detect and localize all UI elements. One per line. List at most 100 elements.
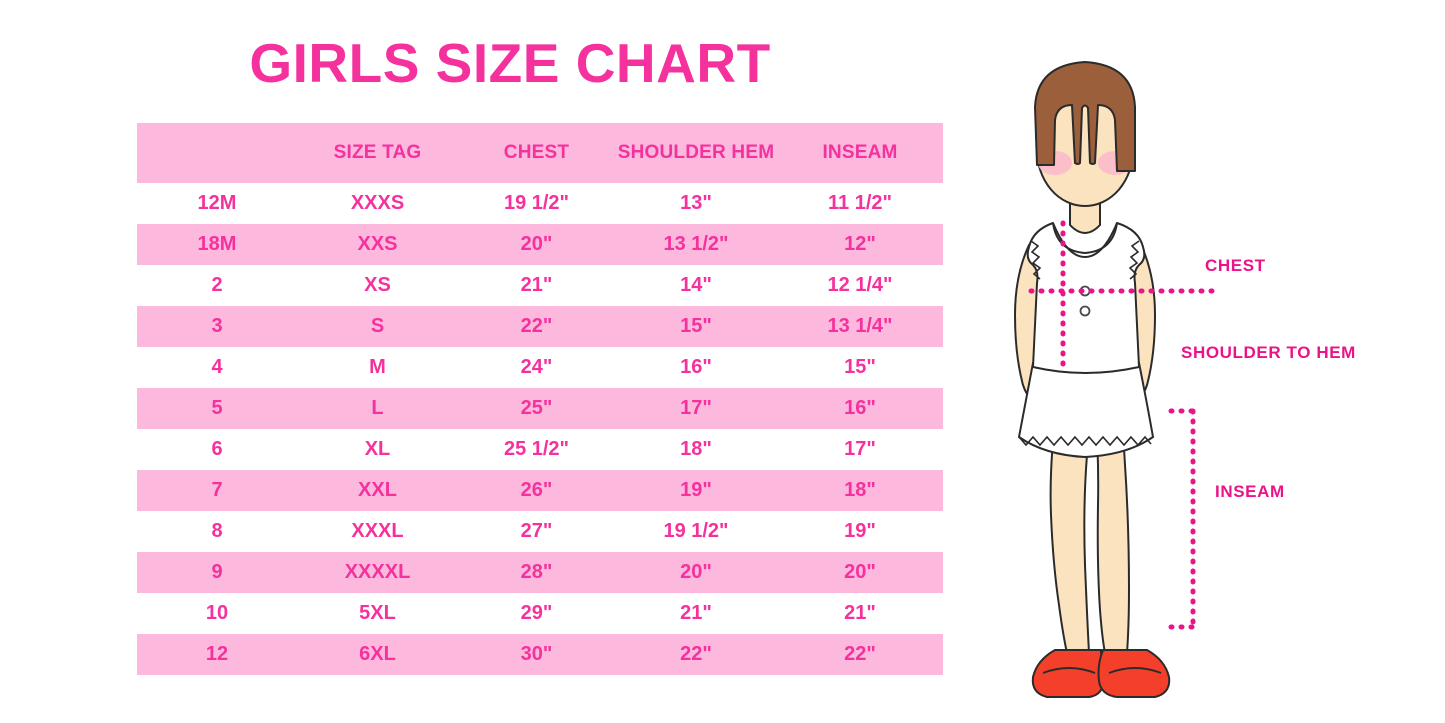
cell-inseam: 15" xyxy=(777,347,943,388)
table-row: 6 XL 25 1/2" 18" 17" xyxy=(137,429,943,470)
cell-shoulder-hem: 19" xyxy=(615,470,777,511)
cell-size-tag: 6XL xyxy=(297,634,458,675)
column-header-inseam: INSEAM xyxy=(777,123,943,183)
page-title: GIRLS SIZE CHART xyxy=(249,32,771,94)
cell-size: 12M xyxy=(137,183,297,224)
table-header-row: SIZE TAG CHEST SHOULDER HEM INSEAM xyxy=(137,123,943,183)
cell-shoulder-hem: 14" xyxy=(615,265,777,306)
button-bottom-icon xyxy=(1079,305,1091,317)
table-row: 8 XXXL 27" 19 1/2" 19" xyxy=(137,511,943,552)
cell-chest: 28" xyxy=(458,552,615,593)
shoe-left-strap xyxy=(1042,667,1096,674)
skirt-shape xyxy=(1017,362,1155,459)
leg-left-shape xyxy=(1049,404,1091,654)
cell-size: 12 xyxy=(137,634,297,675)
column-header-chest: CHEST xyxy=(458,123,615,183)
cell-shoulder-hem: 18" xyxy=(615,429,777,470)
shoe-right-strap xyxy=(1108,667,1162,674)
top-shape xyxy=(1026,222,1146,374)
cell-inseam: 17" xyxy=(777,429,943,470)
shoe-right-shape xyxy=(1097,649,1171,698)
cell-chest: 19 1/2" xyxy=(458,183,615,224)
cell-size-tag: XL xyxy=(297,429,458,470)
size-chart-table: SIZE TAG CHEST SHOULDER HEM INSEAM 12M XX… xyxy=(137,123,943,675)
cell-shoulder-hem: 21" xyxy=(615,593,777,634)
column-header-size-tag: SIZE TAG xyxy=(297,123,458,183)
cell-inseam: 18" xyxy=(777,470,943,511)
cell-size-tag: XXXL xyxy=(297,511,458,552)
top-neckline xyxy=(1052,222,1118,259)
cell-size: 6 xyxy=(137,429,297,470)
table-row: 12M XXXS 19 1/2" 13" 11 1/2" xyxy=(137,183,943,224)
cell-chest: 30" xyxy=(458,634,615,675)
cell-inseam: 19" xyxy=(777,511,943,552)
skirt-ruffle-hem xyxy=(1018,435,1152,447)
table-row: 10 5XL 29" 21" 21" xyxy=(137,593,943,634)
cell-chest: 25" xyxy=(458,388,615,429)
table-row: 7 XXL 26" 19" 18" xyxy=(137,470,943,511)
cell-inseam: 20" xyxy=(777,552,943,593)
cell-size-tag: 5XL xyxy=(297,593,458,634)
cell-size-tag: XXL xyxy=(297,470,458,511)
cell-size: 3 xyxy=(137,306,297,347)
cell-chest: 29" xyxy=(458,593,615,634)
cell-shoulder-hem: 15" xyxy=(615,306,777,347)
cell-size: 10 xyxy=(137,593,297,634)
cell-inseam: 11 1/2" xyxy=(777,183,943,224)
table-row: 9 XXXXL 28" 20" 20" xyxy=(137,552,943,593)
cell-size: 18M xyxy=(137,224,297,265)
cell-inseam: 13 1/4" xyxy=(777,306,943,347)
label-chest: CHEST xyxy=(1205,256,1266,275)
cell-chest: 22" xyxy=(458,306,615,347)
table-row: 18M XXS 20" 13 1/2" 12" xyxy=(137,224,943,265)
cell-size-tag: XXXXL xyxy=(297,552,458,593)
cell-chest: 25 1/2" xyxy=(458,429,615,470)
cell-shoulder-hem: 20" xyxy=(615,552,777,593)
table-row: 5 L 25" 17" 16" xyxy=(137,388,943,429)
hair-shape xyxy=(1034,61,1136,172)
cell-shoulder-hem: 17" xyxy=(615,388,777,429)
cell-size-tag: XS xyxy=(297,265,458,306)
table-row: 3 S 22" 15" 13 1/4" xyxy=(137,306,943,347)
cell-chest: 27" xyxy=(458,511,615,552)
girl-illustration: CHEST SHOULDER TO HEM INSEAM xyxy=(985,45,1445,705)
table-row: 2 XS 21" 14" 12 1/4" xyxy=(137,265,943,306)
cell-inseam: 21" xyxy=(777,593,943,634)
cell-inseam: 22" xyxy=(777,634,943,675)
cell-shoulder-hem: 16" xyxy=(615,347,777,388)
cell-size-tag: XXS xyxy=(297,224,458,265)
table-row: 12 6XL 30" 22" 22" xyxy=(137,634,943,675)
cell-inseam: 12 1/4" xyxy=(777,265,943,306)
cell-size-tag: M xyxy=(297,347,458,388)
cell-shoulder-hem: 13" xyxy=(615,183,777,224)
table-row: 4 M 24" 16" 15" xyxy=(137,347,943,388)
cell-inseam: 12" xyxy=(777,224,943,265)
cell-size: 9 xyxy=(137,552,297,593)
cell-inseam: 16" xyxy=(777,388,943,429)
girl-figure-svg xyxy=(1013,61,1220,698)
column-header-shoulder-hem: SHOULDER HEM xyxy=(615,123,777,183)
size-chart-table-wrapper: SIZE TAG CHEST SHOULDER HEM INSEAM 12M XX… xyxy=(137,123,943,675)
label-shoulder-to-hem: SHOULDER TO HEM xyxy=(1181,343,1356,362)
cell-size-tag: S xyxy=(297,306,458,347)
cell-size: 4 xyxy=(137,347,297,388)
label-inseam: INSEAM xyxy=(1215,482,1285,501)
cell-size-tag: L xyxy=(297,388,458,429)
cell-chest: 26" xyxy=(458,470,615,511)
cell-size: 7 xyxy=(137,470,297,511)
cell-chest: 20" xyxy=(458,224,615,265)
sleeve-ruffle-right xyxy=(1128,240,1140,280)
cell-size: 8 xyxy=(137,511,297,552)
cell-shoulder-hem: 13 1/2" xyxy=(615,224,777,265)
cell-chest: 24" xyxy=(458,347,615,388)
table-header: SIZE TAG CHEST SHOULDER HEM INSEAM xyxy=(137,123,943,183)
cell-size: 2 xyxy=(137,265,297,306)
table-body: 12M XXXS 19 1/2" 13" 11 1/2" 18M XXS 20" 13 1/2"… xyxy=(137,183,943,675)
column-header-size xyxy=(137,123,297,183)
cell-shoulder-hem: 19 1/2" xyxy=(615,511,777,552)
cell-chest: 21" xyxy=(458,265,615,306)
sleeve-ruffle-left xyxy=(1030,240,1042,280)
cell-shoulder-hem: 22" xyxy=(615,634,777,675)
cell-size: 5 xyxy=(137,388,297,429)
